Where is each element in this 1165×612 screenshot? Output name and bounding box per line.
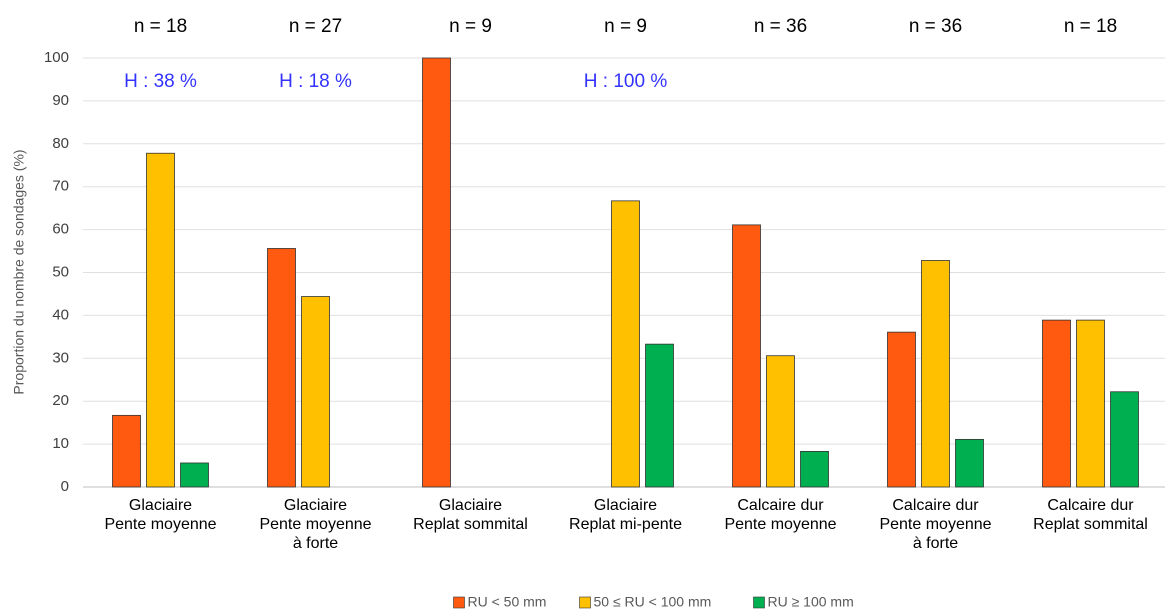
bar	[1042, 319, 1071, 488]
x-tick-label: Glaciaire	[129, 497, 192, 514]
n-label: n = 36	[909, 16, 962, 37]
bar	[611, 200, 640, 488]
y-tick-label: 70	[52, 178, 69, 195]
legend-swatch	[453, 596, 465, 609]
y-tick-label: 20	[52, 392, 69, 409]
bar	[301, 296, 330, 488]
y-tick-label: 80	[52, 135, 69, 152]
x-tick-label: Calcaire dur	[737, 497, 824, 514]
x-tick-label: Replat sommital	[1033, 516, 1148, 533]
bar	[1076, 319, 1105, 488]
x-tick-label: Glaciaire	[594, 497, 657, 514]
x-tick-label: Pente moyenne	[879, 516, 991, 533]
bar	[146, 152, 175, 488]
legend-label: 50 ≤ RU < 100 mm	[594, 594, 712, 610]
bar	[1110, 391, 1139, 488]
bar	[955, 438, 984, 488]
bar	[887, 331, 916, 488]
legend-swatch	[579, 596, 591, 609]
x-tick-label: Replat sommital	[413, 516, 528, 533]
bar	[732, 224, 761, 488]
x-tick-label: Glaciaire	[284, 497, 347, 514]
x-tick-label: Pente moyenne	[724, 516, 836, 533]
x-tick-label: Calcaire dur	[1047, 497, 1134, 514]
n-label: n = 18	[134, 16, 187, 37]
h-label: H : 100 %	[584, 71, 668, 92]
y-tick-label: 40	[52, 306, 69, 323]
y-tick-label: 60	[52, 221, 69, 238]
n-label: n = 18	[1064, 16, 1117, 37]
bar	[267, 248, 296, 488]
n-label: n = 36	[754, 16, 807, 37]
y-tick-label: 90	[52, 92, 69, 109]
h-label: H : 38 %	[124, 71, 197, 92]
bar	[766, 355, 795, 488]
legend-label: RU ≥ 100 mm	[768, 594, 854, 610]
bar	[800, 450, 829, 488]
y-tick-label: 100	[44, 49, 69, 66]
bar	[422, 57, 451, 488]
bar	[645, 343, 674, 488]
y-axis-label: Proportion du nombre de sondages (%)	[11, 149, 27, 394]
y-tick-label: 10	[52, 435, 69, 452]
legend-label: RU < 50 mm	[468, 594, 547, 610]
n-label: n = 9	[449, 16, 492, 37]
x-tick-label: Glaciaire	[439, 497, 502, 514]
bar	[921, 260, 950, 488]
y-tick-label: 50	[52, 263, 69, 280]
y-tick-label: 30	[52, 349, 69, 366]
x-tick-label: à forte	[293, 535, 338, 552]
x-tick-label: Calcaire dur	[892, 497, 979, 514]
bar	[112, 414, 141, 488]
h-label: H : 18 %	[279, 71, 352, 92]
x-tick-label: Pente moyenne	[104, 516, 216, 533]
legend-swatch	[753, 596, 765, 609]
n-label: n = 27	[289, 16, 342, 37]
n-label: n = 9	[604, 16, 647, 37]
y-tick-label: 0	[61, 478, 69, 495]
x-tick-label: Pente moyenne	[259, 516, 371, 533]
x-tick-label: Replat mi-pente	[569, 516, 682, 533]
bar	[180, 462, 209, 488]
x-tick-label: à forte	[913, 535, 958, 552]
